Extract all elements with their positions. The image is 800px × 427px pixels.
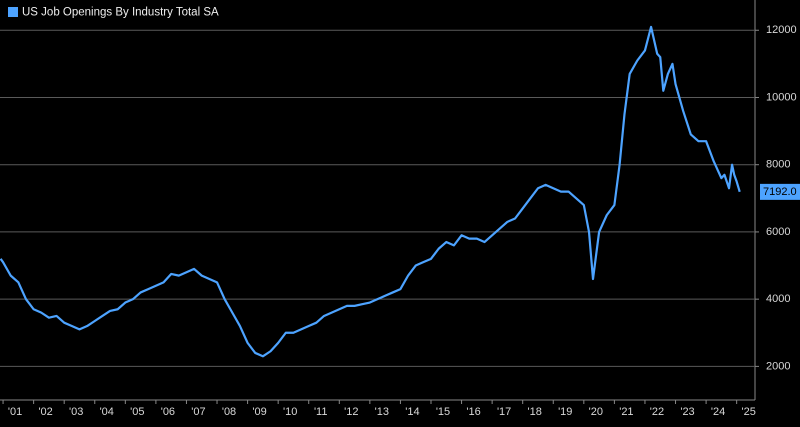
x-tick-label: '22 (650, 406, 664, 418)
y-tick-label: 4000 (766, 293, 790, 305)
x-tick-label: '25 (741, 406, 755, 418)
x-tick-label: '16 (466, 406, 480, 418)
x-tick-label: '08 (222, 406, 236, 418)
legend-box (4, 4, 224, 21)
y-tick-label: 12000 (766, 24, 797, 36)
x-tick-label: '15 (436, 406, 450, 418)
x-tick-label: '04 (100, 406, 114, 418)
x-tick-label: '05 (130, 406, 144, 418)
data-line (0, 25, 741, 358)
x-tick-label: '09 (252, 406, 266, 418)
y-tick-label: 2000 (766, 360, 790, 372)
x-tick-label: '24 (711, 406, 725, 418)
x-tick-label: '13 (375, 406, 389, 418)
x-tick-label: '07 (191, 406, 205, 418)
last-value-label: 7192.0 (763, 186, 797, 198)
legend-label: US Job Openings By Industry Total SA (22, 7, 219, 19)
y-tick-label: 8000 (766, 159, 790, 171)
x-tick-label: '14 (405, 406, 419, 418)
x-tick-label: '23 (680, 406, 694, 418)
x-tick-label: '06 (161, 406, 175, 418)
x-tick-label: '18 (528, 406, 542, 418)
y-tick-label: 10000 (766, 91, 797, 103)
x-tick-label: '01 (8, 406, 22, 418)
x-tick-label: '03 (69, 406, 83, 418)
x-tick-label: '02 (38, 406, 52, 418)
x-tick-label: '19 (558, 406, 572, 418)
legend-swatch (8, 7, 18, 17)
x-tick-label: '10 (283, 406, 297, 418)
y-tick-label: 6000 (766, 226, 790, 238)
x-tick-label: '12 (344, 406, 358, 418)
x-tick-label: '17 (497, 406, 511, 418)
x-tick-label: '11 (314, 406, 328, 418)
x-tick-label: '21 (619, 406, 633, 418)
x-tick-label: '20 (589, 406, 603, 418)
last-value-box (760, 183, 800, 200)
